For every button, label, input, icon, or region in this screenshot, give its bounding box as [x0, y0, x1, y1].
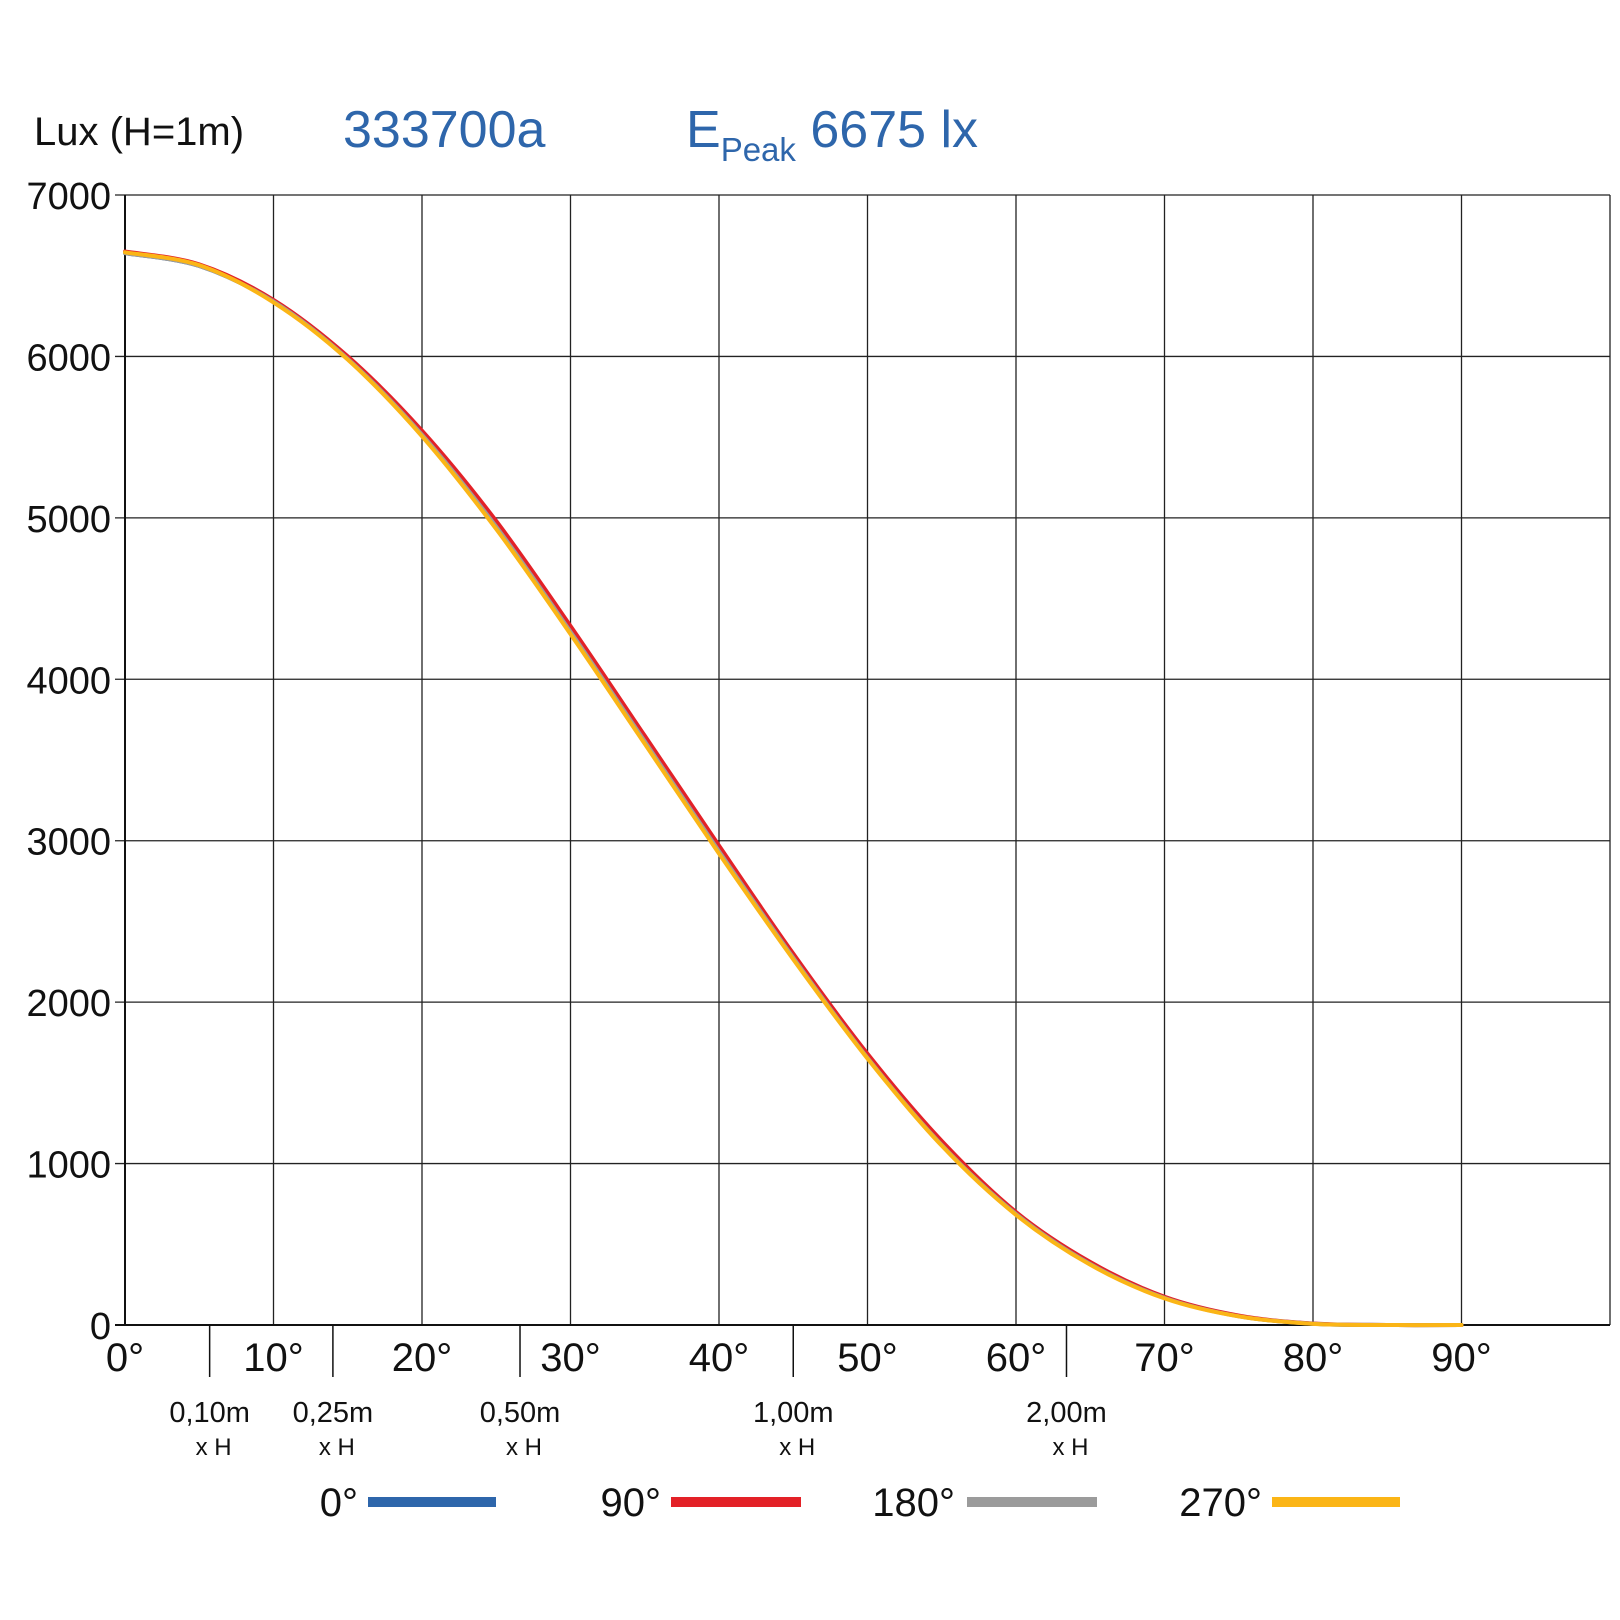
series-line-2 [123, 251, 1464, 1328]
distance-marker-label-2: 0,50m [480, 1397, 561, 1429]
distance-marker-sub-1: x H [319, 1434, 355, 1461]
x-tick-label-20: 20° [392, 1336, 453, 1380]
y-tick-label-4000: 4000 [26, 660, 111, 702]
model-label: 333700a [343, 101, 546, 159]
peak-value: 6675 lx [810, 101, 979, 159]
legend-label-3: 270° [1179, 1481, 1262, 1525]
series-line-3 [123, 250, 1464, 1328]
distance-marker-label-3: 1,00m [753, 1397, 834, 1429]
distance-marker-sub-0: x H [196, 1434, 232, 1461]
y-tick-label-7000: 7000 [26, 176, 111, 218]
y-tick-label-3000: 3000 [26, 822, 111, 864]
y-tick-labels: 0 1000 2000 3000 4000 5000 6000 7000 [26, 176, 111, 1348]
legend-label-1: 90° [601, 1481, 662, 1525]
distance-marker-sub-4: x H [1052, 1434, 1088, 1461]
y-tick-label-1000: 1000 [26, 1145, 111, 1187]
y-tick-label-0: 0 [90, 1306, 111, 1348]
peak-label: EPeak 6675 lx [686, 100, 979, 168]
x-tick-labels: 0° 10° 20° 30° 40° 50° 60° 70° 80° 90° [106, 1336, 1492, 1380]
legend-label-0: 0° [320, 1481, 358, 1525]
legend-label-2: 180° [872, 1481, 955, 1525]
distance-marker-label-1: 0,25m [293, 1397, 374, 1429]
distance-marker-sub-2: x H [506, 1434, 542, 1461]
chart-grid [115, 194, 1611, 1325]
distance-markers: 0,10m x H 0,25m x H 0,50m x H 1,00m x H 2,00m x H [169, 1325, 1107, 1461]
y-tick-label-6000: 6000 [26, 337, 111, 379]
x-tick-label-40: 40° [689, 1336, 750, 1380]
chart-legend: 0° 90° 180° 270° [320, 1481, 1400, 1525]
x-tick-label-80: 80° [1283, 1336, 1344, 1380]
series-line-0 [123, 251, 1464, 1328]
x-tick-label-70: 70° [1134, 1336, 1195, 1380]
unit-label: Lux (H=1m) [34, 110, 245, 154]
x-tick-label-50: 50° [837, 1336, 898, 1380]
y-tick-label-5000: 5000 [26, 499, 111, 541]
distance-marker-sub-3: x H [779, 1434, 815, 1461]
chart-series [123, 249, 1464, 1328]
x-tick-label-0: 0° [106, 1336, 144, 1380]
x-tick-label-90: 90° [1431, 1336, 1492, 1380]
x-tick-label-60: 60° [986, 1336, 1047, 1380]
peak-subscript: Peak [720, 131, 796, 168]
distance-marker-label-4: 2,00m [1026, 1397, 1107, 1429]
chart-axes [115, 195, 1610, 1326]
peak-symbol: E [686, 101, 721, 159]
x-tick-label-10: 10° [243, 1336, 304, 1380]
x-tick-label-30: 30° [540, 1336, 601, 1380]
distance-marker-label-0: 0,10m [169, 1397, 250, 1429]
y-tick-label-2000: 2000 [26, 983, 111, 1025]
